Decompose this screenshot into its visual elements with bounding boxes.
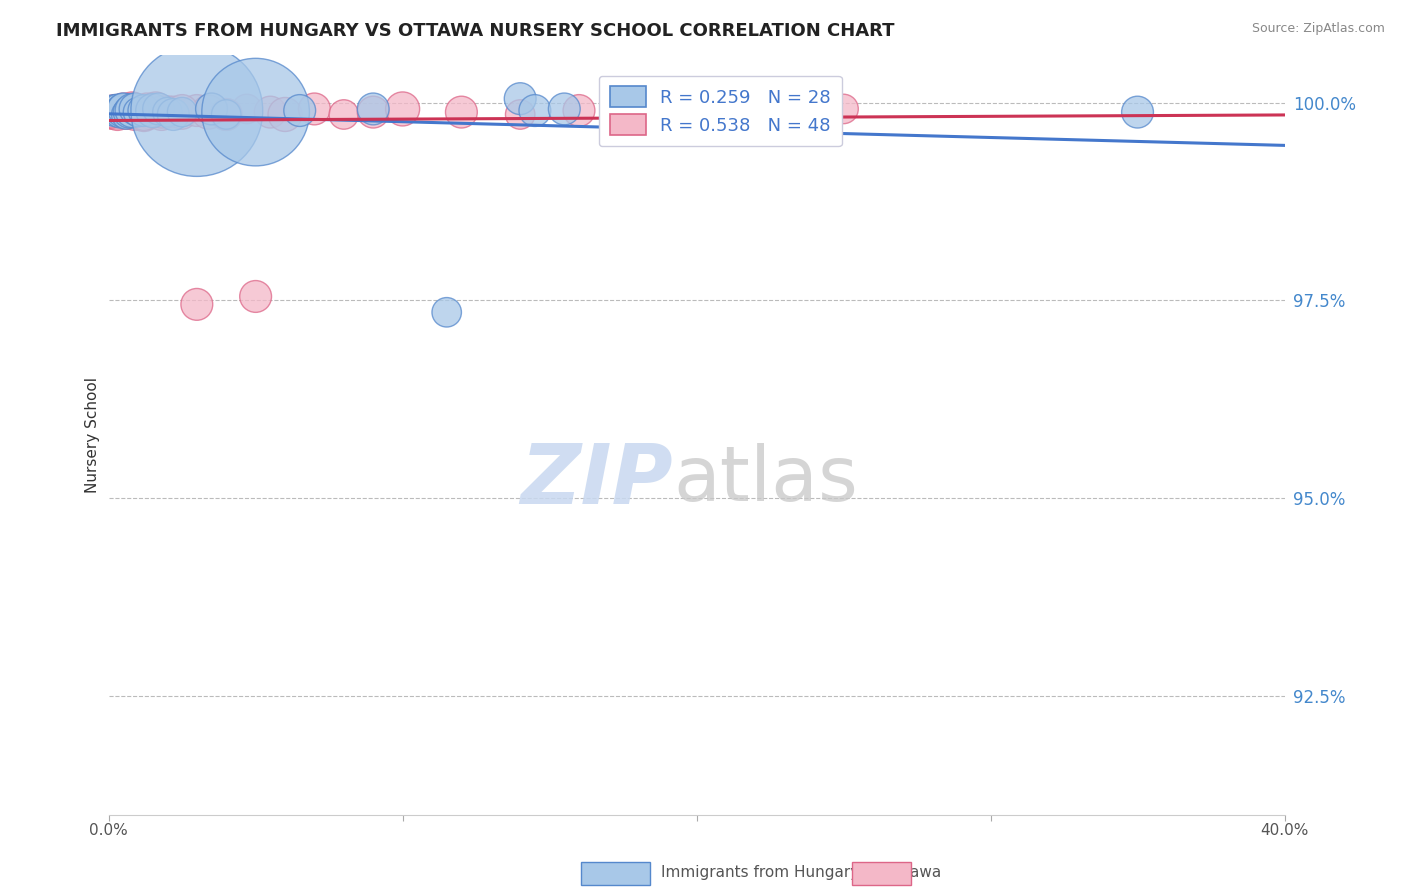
Point — [103, 103, 125, 118]
Point — [103, 105, 125, 120]
Text: Source: ZipAtlas.com: Source: ZipAtlas.com — [1251, 22, 1385, 36]
Point — [112, 102, 135, 116]
Point — [132, 103, 155, 118]
Point — [135, 102, 157, 116]
Point — [162, 105, 184, 120]
Text: IMMIGRANTS FROM HUNGARY VS OTTAWA NURSERY SCHOOL CORRELATION CHART: IMMIGRANTS FROM HUNGARY VS OTTAWA NURSER… — [56, 22, 894, 40]
Point — [832, 102, 855, 116]
Point — [142, 105, 165, 120]
Point — [100, 107, 122, 121]
Point — [200, 102, 222, 116]
Point — [145, 102, 167, 116]
Point — [124, 107, 146, 121]
Point — [124, 102, 146, 116]
Point — [107, 103, 129, 118]
Point — [391, 102, 413, 116]
Point — [186, 103, 208, 118]
Point — [197, 105, 219, 120]
Point — [274, 107, 297, 121]
Point — [115, 107, 138, 121]
Point — [115, 107, 138, 121]
Point — [150, 105, 173, 120]
Point — [156, 105, 179, 120]
Point — [112, 103, 135, 118]
Text: Immigrants from Hungary: Immigrants from Hungary — [661, 865, 859, 880]
Point — [361, 102, 384, 116]
Point — [509, 92, 531, 106]
Point — [148, 102, 170, 116]
Legend: R = 0.259   N = 28, R = 0.538   N = 48: R = 0.259 N = 28, R = 0.538 N = 48 — [599, 76, 842, 146]
Point — [110, 105, 132, 120]
Text: ZIP: ZIP — [520, 440, 673, 521]
Point — [121, 103, 143, 118]
Point — [245, 289, 267, 303]
Point — [1126, 105, 1149, 120]
Point — [107, 102, 129, 116]
Point — [121, 103, 143, 118]
Point — [450, 105, 472, 120]
Text: Ottawa: Ottawa — [886, 865, 941, 880]
Point — [568, 103, 591, 118]
Point — [361, 105, 384, 120]
Point — [172, 103, 194, 118]
Text: 40.0%: 40.0% — [1260, 822, 1309, 838]
Point — [132, 107, 155, 121]
Point — [112, 102, 135, 116]
Point — [627, 102, 650, 116]
Point — [121, 102, 143, 116]
Point — [162, 107, 184, 121]
Point — [553, 102, 575, 116]
Point — [304, 102, 326, 116]
Point — [186, 297, 208, 311]
Point — [107, 107, 129, 121]
Point — [685, 107, 707, 121]
Point — [142, 103, 165, 118]
Point — [150, 107, 173, 121]
Point — [215, 107, 238, 121]
Point — [112, 105, 135, 120]
Point — [215, 107, 238, 121]
Point — [288, 103, 311, 118]
Point — [118, 105, 141, 120]
Text: 0.0%: 0.0% — [89, 822, 128, 838]
Point — [139, 107, 162, 121]
Point — [236, 102, 259, 116]
Point — [172, 105, 194, 120]
Point — [156, 103, 179, 118]
Y-axis label: Nursery School: Nursery School — [86, 377, 100, 493]
Point — [100, 105, 122, 120]
Point — [118, 105, 141, 120]
Point — [509, 107, 531, 121]
Point — [127, 105, 149, 120]
Point — [333, 107, 356, 121]
Point — [110, 105, 132, 120]
Point — [103, 103, 125, 118]
Point — [107, 107, 129, 121]
Point — [245, 105, 267, 120]
Point — [215, 107, 238, 121]
Point — [436, 305, 458, 319]
Point — [132, 107, 155, 121]
Point — [172, 107, 194, 121]
Point — [100, 103, 122, 118]
Point — [129, 105, 152, 120]
Point — [186, 103, 208, 118]
Point — [523, 103, 546, 118]
Point — [127, 103, 149, 118]
Text: atlas: atlas — [673, 443, 858, 517]
Point — [259, 105, 281, 120]
